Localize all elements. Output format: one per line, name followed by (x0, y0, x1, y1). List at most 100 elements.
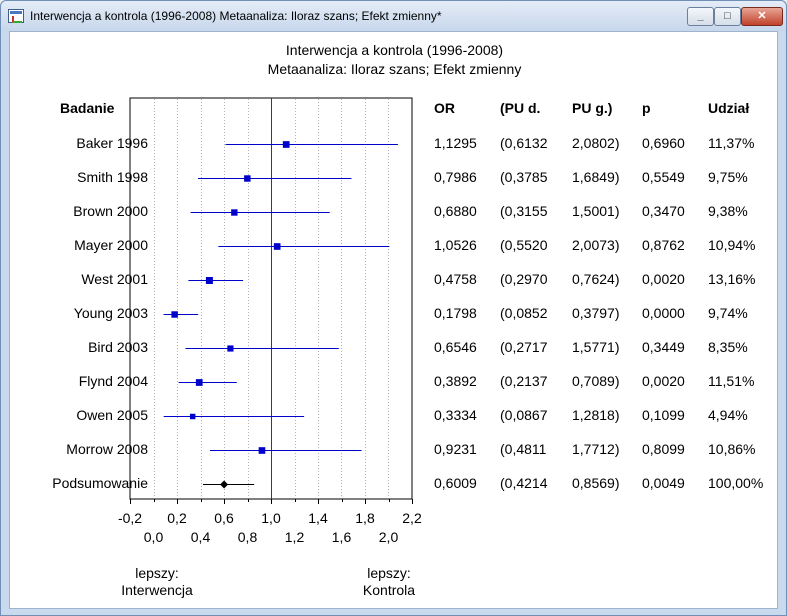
minimize-button[interactable]: _ (687, 7, 714, 26)
x-tick-label: 0,4 (191, 529, 211, 545)
header-ci-low: (PU d. (500, 100, 541, 116)
ci-low-value: (0,2717 (500, 339, 548, 355)
maximize-button[interactable]: □ (714, 7, 741, 26)
weight-value: 10,86% (708, 441, 756, 457)
favors-control-note: lepszy: Kontrola (329, 565, 449, 599)
weight-value: 10,94% (708, 237, 756, 253)
study-label: Bird 2003 (88, 339, 148, 355)
x-tick-label: 1,6 (332, 529, 352, 545)
ci-high-value: 0,8569) (572, 475, 620, 491)
ci-high-value: 1,5771) (572, 339, 620, 355)
x-tick-label: 1,4 (308, 510, 328, 526)
ci-high-value: 2,0073) (572, 237, 620, 253)
point-estimate (282, 141, 290, 148)
ci-high-value: 0,7624) (572, 271, 620, 287)
point-estimate (195, 379, 203, 386)
ci-low-value: (0,2137 (500, 373, 548, 389)
x-tick-label: 0,6 (214, 510, 234, 526)
x-tick-label: 1,0 (261, 510, 281, 526)
ci-low-value: (0,3785 (500, 169, 548, 185)
or-value: 0,3892 (434, 373, 477, 389)
x-tick-label: 2,0 (379, 529, 399, 545)
ci-low-value: (0,4811 (500, 441, 547, 457)
x-tick-label: 1,8 (355, 510, 375, 526)
x-tick-label: 0,0 (144, 529, 164, 545)
weight-value: 9,75% (708, 169, 748, 185)
or-value: 0,6009 (434, 475, 477, 491)
header-study: Badanie (60, 100, 115, 116)
weight-value: 9,38% (708, 203, 748, 219)
study-label: Morrow 2008 (66, 441, 148, 457)
ci-low-value: (0,3155 (500, 203, 548, 219)
x-tick-label: 1,2 (285, 529, 305, 545)
point-estimate (171, 311, 178, 318)
p-value: 0,0020 (642, 271, 685, 287)
or-value: 0,3334 (434, 407, 477, 423)
study-label: Flynd 2004 (78, 373, 148, 389)
p-value: 0,0020 (642, 373, 685, 389)
ci-low-value: (0,2970 (500, 271, 548, 287)
or-value: 0,7986 (434, 169, 477, 185)
or-value: 0,1798 (434, 305, 477, 321)
point-estimate (258, 447, 266, 454)
favors-intervention-line1: lepszy: (135, 565, 179, 581)
p-value: 0,8099 (642, 441, 685, 457)
p-value: 0,1099 (642, 407, 685, 423)
or-value: 0,9231 (434, 441, 477, 457)
ci-high-value: 0,3797) (572, 305, 620, 321)
study-label: Brown 2000 (73, 203, 148, 219)
title-bar[interactable]: Interwencja a kontrola (1996-2008) Metaa… (1, 1, 786, 31)
chart-subtitle: Metaanaliza: Iloraz szans; Efekt zmienny (267, 61, 522, 77)
or-value: 0,6546 (434, 339, 477, 355)
study-label: Podsumowanie (52, 475, 148, 491)
favors-intervention-line2: Interwencja (121, 582, 193, 598)
p-value: 0,0049 (642, 475, 685, 491)
study-label: Young 2003 (73, 305, 148, 321)
ci-high-value: 1,7712) (572, 441, 620, 457)
point-estimate (205, 277, 213, 284)
favors-intervention-note: lepszy: Interwencja (97, 565, 217, 599)
header-or: OR (434, 100, 455, 116)
ci-low-value: (0,0852 (500, 305, 548, 321)
p-value: 0,5549 (642, 169, 685, 185)
chart-title: Interwencja a kontrola (1996-2008) (285, 42, 504, 58)
point-estimate (244, 175, 251, 182)
ci-low-value: (0,0867 (500, 407, 548, 423)
weight-value: 100,00% (708, 475, 764, 491)
p-value: 0,0000 (642, 305, 685, 321)
ci-high-value: 1,6849) (572, 169, 620, 185)
ci-high-value: 1,5001) (572, 203, 620, 219)
ci-high-value: 0,7089) (572, 373, 620, 389)
header-ci-high: PU g.) (572, 100, 613, 116)
weight-value: 11,51% (708, 373, 755, 389)
summary-diamond (220, 480, 229, 489)
weight-value: 4,94% (708, 407, 748, 423)
point-estimate (273, 243, 281, 250)
x-tick-label: 0,8 (238, 529, 258, 545)
x-tick-label: 2,2 (402, 510, 422, 526)
study-label: West 2001 (81, 271, 148, 287)
p-value: 0,6960 (642, 135, 685, 151)
graph-area: Interwencja a kontrola (1996-2008) Metaa… (9, 31, 778, 609)
x-tick-label: -0,2 (118, 510, 142, 526)
or-value: 1,0526 (434, 237, 477, 253)
favors-control-line1: lepszy: (367, 565, 411, 581)
ci-low-value: (0,4214 (500, 475, 548, 491)
or-value: 0,6880 (434, 203, 477, 219)
point-estimate (189, 413, 196, 420)
close-button[interactable]: ✕ (741, 7, 783, 26)
p-value: 0,3449 (642, 339, 685, 355)
favors-control-line2: Kontrola (362, 582, 416, 598)
weight-value: 8,35% (708, 339, 748, 355)
weight-value: 9,74% (708, 305, 748, 321)
weight-value: 13,16% (708, 271, 756, 287)
ci-high-value: 1,2818) (572, 407, 620, 423)
x-tick-label: 0,2 (167, 510, 187, 526)
point-estimate (227, 345, 234, 352)
or-value: 0,4758 (434, 271, 477, 287)
ci-high-value: 2,0802) (572, 135, 620, 151)
statistica-app-icon[interactable] (8, 9, 24, 23)
p-value: 0,3470 (642, 203, 685, 219)
header-p: p (642, 100, 651, 116)
